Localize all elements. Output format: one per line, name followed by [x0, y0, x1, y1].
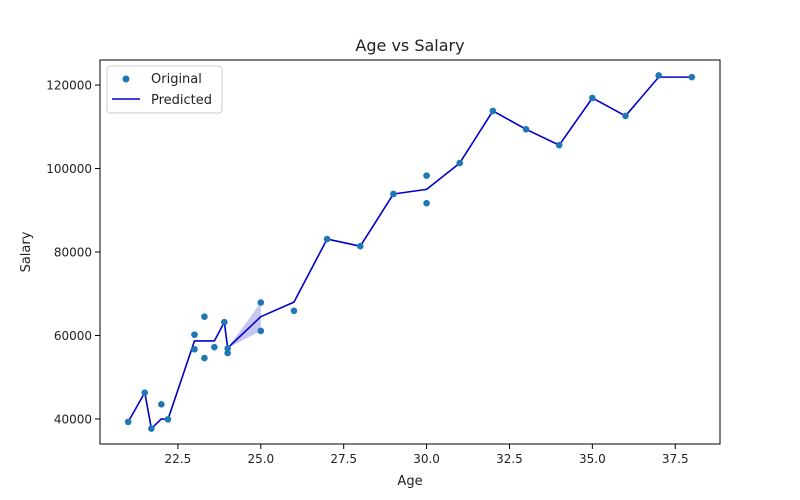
original-point-8: [201, 354, 208, 362]
x-tick-label-2: 27.5: [330, 452, 357, 466]
original-point-17: [356, 242, 364, 250]
y-axis-ticks: 40000 60000 80000 100000 120000: [46, 79, 100, 426]
original-point-18: [390, 190, 397, 198]
original-point-1: [141, 389, 149, 396]
original-point-24: [555, 141, 563, 149]
original-point-2: [148, 425, 155, 432]
original-point-12: [224, 345, 231, 352]
original-point-5: [191, 331, 198, 338]
original-point-13: [257, 299, 265, 306]
original-point-7: [201, 313, 208, 320]
original-point-25: [589, 94, 596, 102]
legend-original-label: Original: [151, 72, 202, 87]
confidence-band: [227, 302, 261, 348]
x-tick-label-6: 37.5: [662, 452, 689, 466]
original-point-23: [522, 125, 530, 133]
original-point-11: [224, 349, 231, 357]
original-point-19: [423, 172, 430, 179]
original-point-28: [688, 73, 696, 81]
x-tick-label-5: 35.0: [579, 452, 606, 466]
original-points-layer: [124, 72, 696, 432]
y-tick-label-0: 40000: [54, 412, 92, 426]
x-axis-label: Age: [397, 474, 422, 489]
confidence-band-layer: [227, 302, 261, 348]
original-point-21: [456, 159, 464, 167]
original-point-14: [257, 327, 265, 335]
original-point-22: [489, 107, 497, 115]
y-tick-label-3: 100000: [46, 162, 92, 176]
original-point-26: [622, 112, 629, 120]
x-axis-ticks: 22.5 25.0 27.5 30.0 32.5 35.0 37.5: [165, 444, 689, 466]
original-point-10: [221, 318, 228, 326]
original-point-4: [164, 416, 172, 423]
y-tick-label-1: 60000: [54, 329, 92, 343]
original-point-16: [323, 235, 331, 243]
legend-box: [106, 65, 223, 114]
original-point-27: [655, 72, 662, 79]
chart-title: Age vs Salary: [355, 36, 464, 55]
y-tick-label-2: 80000: [54, 246, 92, 260]
original-point-3: [158, 401, 165, 408]
x-tick-label-0: 22.5: [165, 452, 192, 466]
original-point-9: [211, 343, 218, 351]
y-axis-label: Salary: [19, 231, 34, 272]
original-point-15: [290, 307, 298, 315]
original-point-20: [423, 199, 430, 207]
original-point-6: [191, 345, 198, 353]
original-point-0: [124, 418, 132, 426]
legend: Original Predicted: [106, 65, 223, 114]
x-tick-label-1: 25.0: [247, 452, 274, 466]
legend-predicted-label: Predicted: [151, 93, 212, 108]
x-tick-label-4: 32.5: [496, 452, 523, 466]
y-tick-label-4: 120000: [46, 79, 92, 93]
x-tick-label-3: 30.0: [413, 452, 440, 466]
legend-original-marker: [122, 75, 130, 83]
